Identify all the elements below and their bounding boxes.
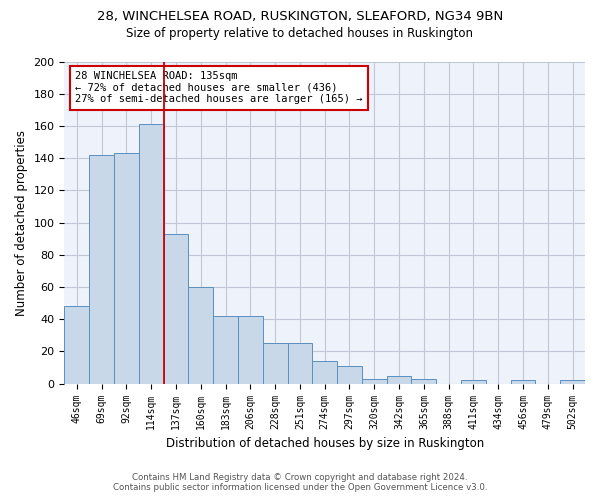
Bar — [89, 155, 114, 384]
Text: Size of property relative to detached houses in Ruskington: Size of property relative to detached ho… — [127, 28, 473, 40]
Text: 28 WINCHELSEA ROAD: 135sqm
← 72% of detached houses are smaller (436)
27% of sem: 28 WINCHELSEA ROAD: 135sqm ← 72% of deta… — [75, 71, 362, 104]
Bar — [313, 361, 337, 384]
Bar — [337, 366, 362, 384]
Bar — [139, 124, 164, 384]
Bar — [164, 234, 188, 384]
Text: Contains HM Land Registry data © Crown copyright and database right 2024.
Contai: Contains HM Land Registry data © Crown c… — [113, 473, 487, 492]
Bar — [461, 380, 486, 384]
Bar — [188, 287, 213, 384]
X-axis label: Distribution of detached houses by size in Ruskington: Distribution of detached houses by size … — [166, 437, 484, 450]
Bar — [64, 306, 89, 384]
Bar — [263, 344, 287, 384]
Bar — [412, 379, 436, 384]
Bar — [238, 316, 263, 384]
Bar — [213, 316, 238, 384]
Bar — [362, 379, 386, 384]
Y-axis label: Number of detached properties: Number of detached properties — [15, 130, 28, 316]
Bar — [511, 380, 535, 384]
Text: 28, WINCHELSEA ROAD, RUSKINGTON, SLEAFORD, NG34 9BN: 28, WINCHELSEA ROAD, RUSKINGTON, SLEAFOR… — [97, 10, 503, 23]
Bar — [386, 376, 412, 384]
Bar — [287, 344, 313, 384]
Bar — [114, 154, 139, 384]
Bar — [560, 380, 585, 384]
